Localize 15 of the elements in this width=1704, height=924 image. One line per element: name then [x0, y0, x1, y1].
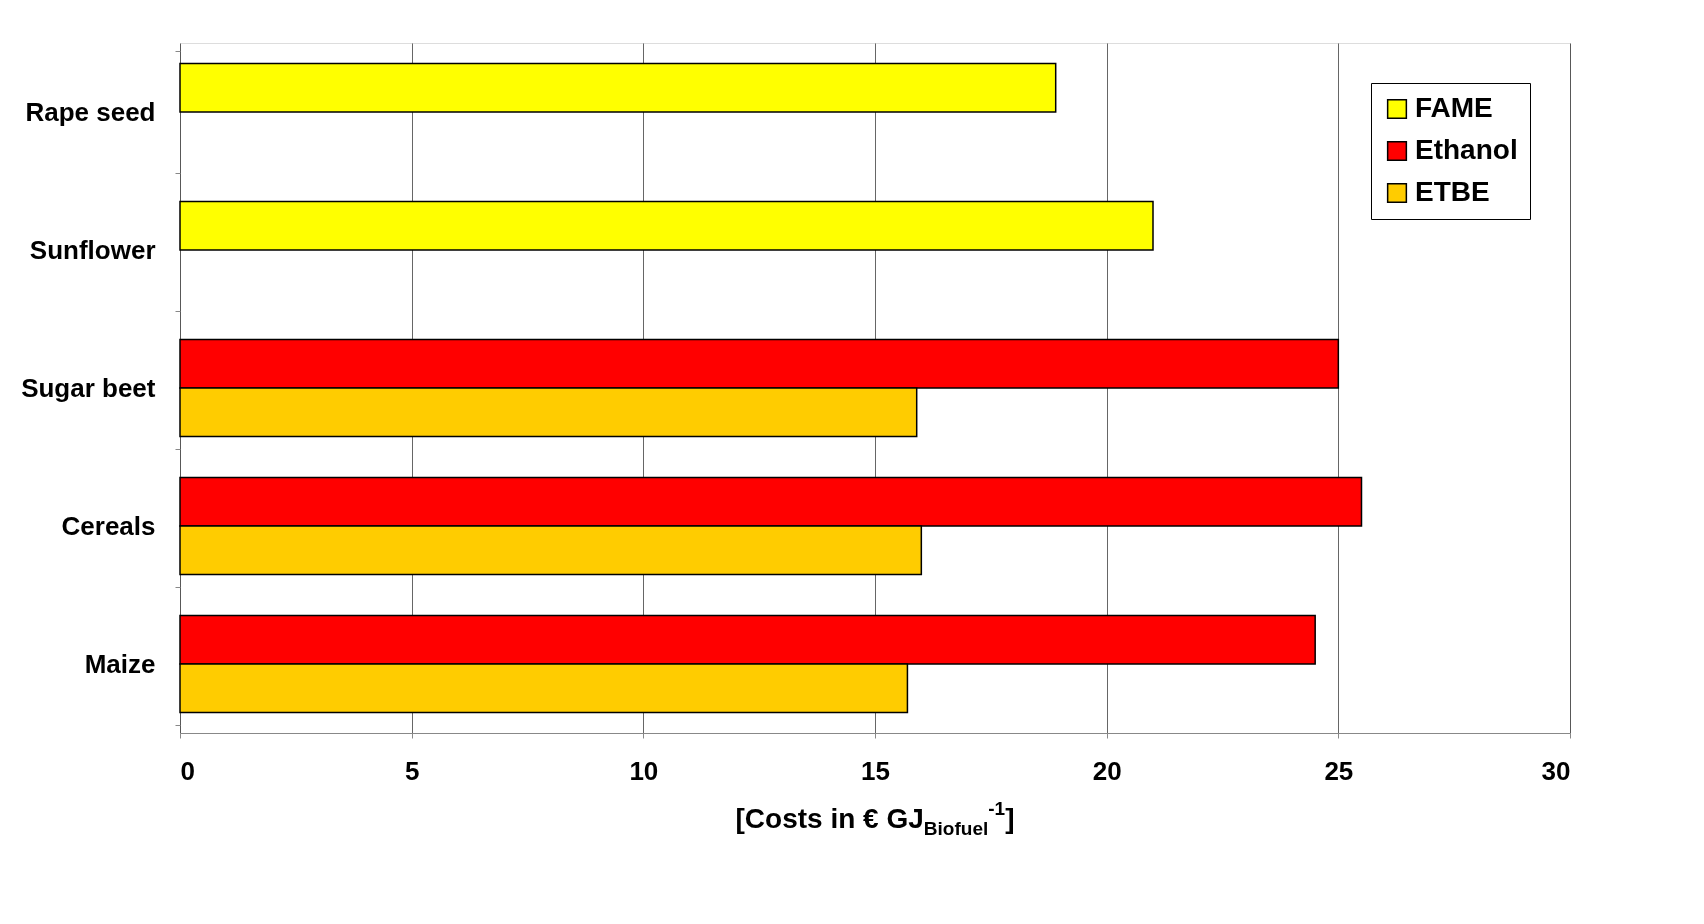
- y-tick-label: Sugar beet: [21, 372, 156, 403]
- x-tick-label: 20: [1092, 755, 1122, 786]
- x-tick-label: 15: [861, 755, 890, 786]
- legend-label: FAME: [1415, 92, 1493, 123]
- x-tick-label: 30: [1541, 755, 1571, 786]
- x-tick-label: 5: [404, 755, 420, 786]
- legend-label: ETBE: [1415, 176, 1490, 207]
- x-tick-label: 10: [629, 755, 659, 786]
- y-tick-label: Rape seed: [25, 96, 156, 127]
- y-tick-label: Sunflower: [29, 234, 156, 265]
- y-tick-label: Cereals: [61, 510, 156, 541]
- legend-label: Ethanol: [1415, 134, 1518, 165]
- y-tick-label: Maize: [84, 648, 156, 679]
- x-tick-label: 25: [1324, 755, 1354, 786]
- x-tick-label: 0: [180, 755, 195, 786]
